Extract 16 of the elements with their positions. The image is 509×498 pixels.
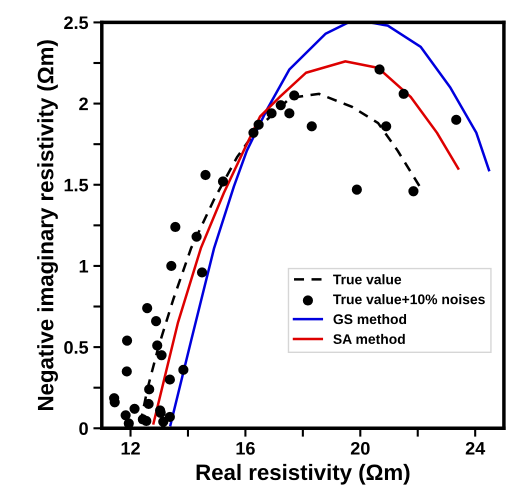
x-tick-label: 12 bbox=[122, 442, 140, 455]
x-tick-label: 20 bbox=[350, 442, 370, 455]
x-tick-label: 24 bbox=[466, 442, 486, 455]
legend-label: True value bbox=[333, 274, 402, 284]
y-tick-label: 0 bbox=[79, 422, 88, 435]
y-tick-label: 1.5 bbox=[64, 178, 88, 192]
y-tick-label: 0.5 bbox=[64, 341, 88, 354]
y-tick-label: 2 bbox=[79, 98, 88, 110]
y-tick-label: 1 bbox=[80, 260, 88, 272]
legend-label: True value+10% noises bbox=[333, 294, 485, 304]
x-tick-label: 16 bbox=[236, 442, 255, 455]
legend-label: GS method bbox=[333, 314, 406, 324]
legend-label: SA method bbox=[333, 334, 405, 344]
x-axis-title: Real resistivity (Ωm) bbox=[196, 464, 410, 485]
y-axis-title: Negative imaginary resistivity (Ωm) bbox=[37, 40, 58, 410]
y-tick-label: 2.5 bbox=[64, 16, 88, 30]
